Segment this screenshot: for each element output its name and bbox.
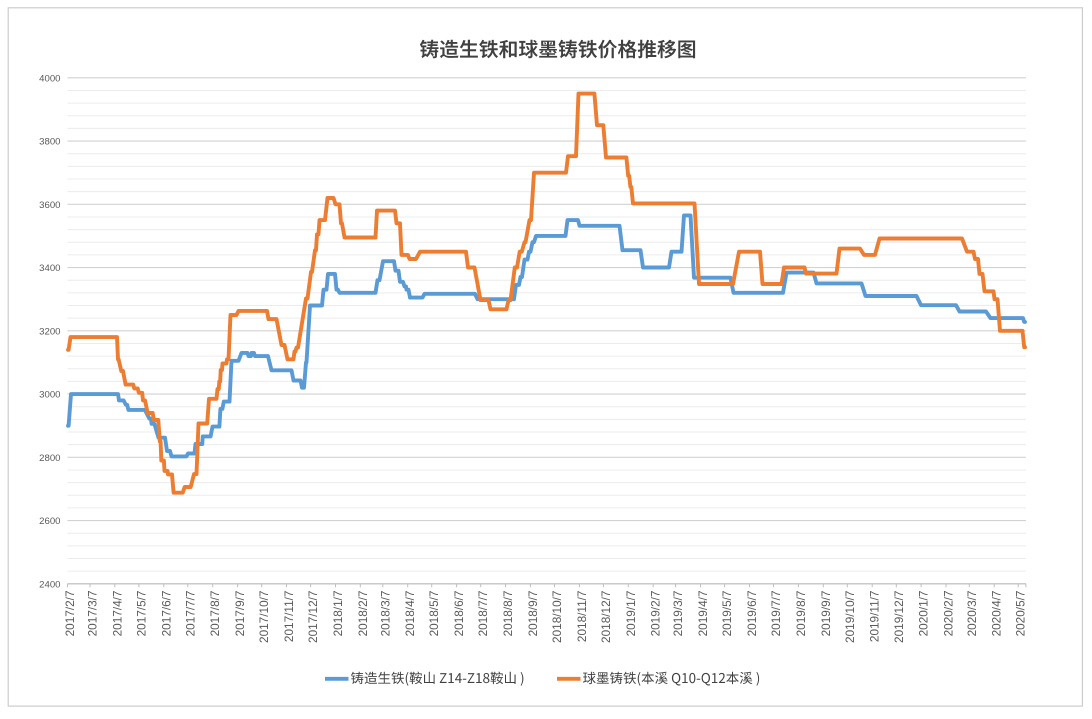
svg-text:2018/12/7: 2018/12/7 — [599, 591, 613, 643]
svg-text:2020/3/7: 2020/3/7 — [965, 591, 979, 637]
svg-text:2019/6/7: 2019/6/7 — [745, 591, 759, 637]
svg-text:2018/3/7: 2018/3/7 — [378, 591, 392, 637]
svg-text:2017/12/7: 2017/12/7 — [306, 591, 320, 643]
svg-text:2400: 2400 — [39, 579, 60, 590]
svg-text:2017/7/7: 2017/7/7 — [183, 591, 197, 637]
svg-text:2019/8/7: 2019/8/7 — [794, 591, 808, 637]
svg-text:2019/2/7: 2019/2/7 — [649, 591, 663, 637]
svg-text:2017/9/7: 2017/9/7 — [233, 591, 247, 637]
svg-text:2018/5/7: 2018/5/7 — [427, 591, 441, 637]
svg-text:2019/10/7: 2019/10/7 — [843, 591, 857, 643]
svg-text:2020/1/7: 2020/1/7 — [917, 591, 931, 637]
svg-text:2019/4/7: 2019/4/7 — [696, 591, 710, 637]
svg-text:2018/6/7: 2018/6/7 — [452, 591, 466, 637]
svg-text:2018/9/7: 2018/9/7 — [526, 591, 540, 637]
svg-text:2017/8/7: 2017/8/7 — [208, 591, 222, 637]
svg-text:2017/6/7: 2017/6/7 — [159, 591, 173, 637]
svg-text:2018/2/7: 2018/2/7 — [356, 591, 370, 637]
svg-text:2800: 2800 — [39, 453, 60, 464]
svg-text:2018/10/7: 2018/10/7 — [550, 591, 564, 643]
svg-text:2017/2/7: 2017/2/7 — [63, 591, 77, 637]
svg-text:2018/8/7: 2018/8/7 — [501, 591, 515, 637]
svg-text:2017/10/7: 2017/10/7 — [257, 591, 271, 643]
svg-text:2017/3/7: 2017/3/7 — [86, 591, 100, 637]
svg-text:2600: 2600 — [39, 516, 60, 527]
svg-text:2020/4/7: 2020/4/7 — [990, 590, 1004, 636]
svg-text:3200: 3200 — [39, 326, 60, 337]
svg-text:2019/9/7: 2019/9/7 — [819, 591, 833, 637]
svg-text:4000: 4000 — [39, 73, 60, 84]
svg-text:2019/5/7: 2019/5/7 — [720, 591, 734, 637]
svg-text:2019/1/7: 2019/1/7 — [624, 591, 638, 637]
svg-text:2019/3/7: 2019/3/7 — [671, 591, 685, 637]
svg-text:3400: 3400 — [39, 263, 60, 274]
svg-text:2017/5/7: 2017/5/7 — [134, 591, 148, 637]
svg-text:2020/5/7: 2020/5/7 — [1014, 590, 1028, 636]
svg-text:3000: 3000 — [39, 390, 60, 401]
svg-text:2019/11/7: 2019/11/7 — [868, 591, 882, 643]
svg-text:2017/4/7: 2017/4/7 — [110, 591, 124, 637]
svg-text:2018/4/7: 2018/4/7 — [403, 591, 417, 637]
svg-text:2019/12/7: 2019/12/7 — [892, 591, 906, 643]
svg-text:2020/2/7: 2020/2/7 — [942, 591, 956, 637]
svg-text:2019/7/7: 2019/7/7 — [769, 591, 783, 637]
svg-text:3800: 3800 — [39, 137, 60, 148]
svg-text:2018/1/7: 2018/1/7 — [331, 591, 345, 637]
svg-text:2017/11/7: 2017/11/7 — [282, 591, 296, 643]
svg-text:2018/7/7: 2018/7/7 — [476, 591, 490, 637]
svg-text:2018/11/7: 2018/11/7 — [575, 591, 589, 643]
svg-text:3600: 3600 — [39, 200, 60, 211]
